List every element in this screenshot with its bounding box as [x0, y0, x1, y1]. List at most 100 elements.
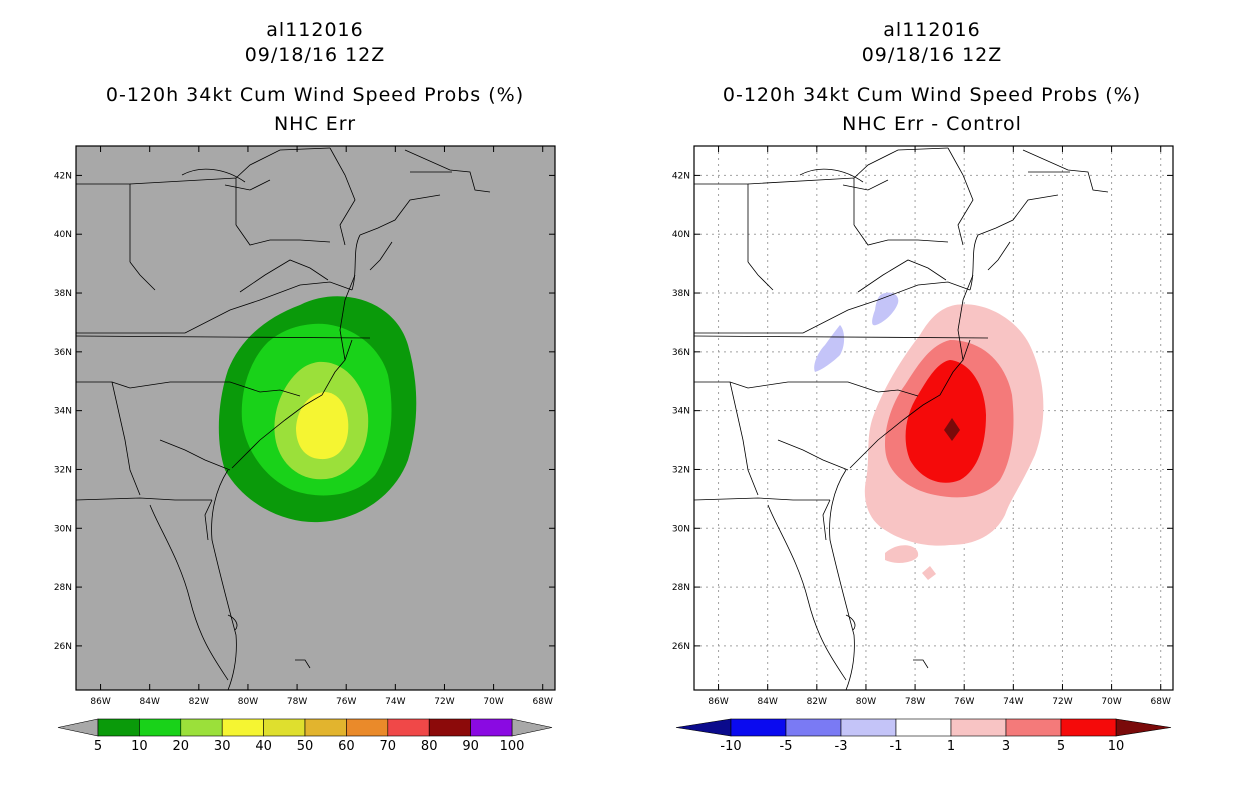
right-cb-swatch [1005, 718, 1062, 737]
right-xtick-label: 68W [1151, 697, 1171, 707]
right-date: 09/18/16 12Z [861, 44, 1003, 66]
right-contour-10 [944, 418, 960, 441]
left-cb-label: 30 [214, 739, 231, 754]
left-cb-label: 90 [462, 739, 479, 754]
left-cb-swatch [139, 718, 182, 737]
right-map-frame [693, 145, 1174, 691]
right-xtick-label: 78W [905, 697, 925, 707]
left-cb-swatch [387, 718, 430, 737]
left-ytick-label: 28N [54, 583, 72, 593]
left-xtick-label: 80W [238, 697, 258, 707]
left-boundaries [76, 147, 491, 690]
right-cb-label: 3 [1002, 739, 1010, 754]
left-xtick-label: 76W [336, 697, 356, 707]
right-ytick-label: 38N [672, 289, 690, 299]
right-ytick-label: 26N [672, 642, 690, 652]
left-xtick-label: 74W [385, 697, 405, 707]
left-cb-arrow-left [57, 718, 99, 737]
left-axes: 86W 84W 82W 80W 78W 76W 74W 72W 70W 68W 42N 40N 38N 3… [54, 146, 555, 707]
left-ytick-label: 26N [54, 642, 72, 652]
left-cb-swatch [180, 718, 223, 737]
left-cb-label: 100 [500, 739, 525, 754]
right-xtick-label: 70W [1101, 697, 1121, 707]
left-xtick-label: 70W [483, 697, 503, 707]
right-cb-label: 10 [1108, 739, 1125, 754]
left-cb-swatch [97, 718, 140, 737]
right-contour-1-fragment-a [885, 545, 919, 563]
right-xtick-label: 74W [1003, 697, 1023, 707]
left-cb-label: 80 [421, 739, 438, 754]
left-xtick-label: 78W [287, 697, 307, 707]
right-cb-label: 1 [947, 739, 955, 754]
right-cb-label: -5 [780, 739, 793, 754]
right-ytick-label: 42N [672, 171, 690, 181]
left-cb-arrow-right [511, 718, 553, 737]
right-subtitle: NHC Err - Control [842, 113, 1022, 135]
left-colorbar: 5 10 20 30 40 50 60 70 80 90 100 [57, 718, 553, 754]
left-cb-swatch [346, 718, 389, 737]
left-ytick-label: 32N [54, 465, 72, 475]
right-cb-swatch [785, 718, 842, 737]
right-cb-arrow-left [675, 718, 732, 737]
right-ytick-label: 30N [672, 524, 690, 534]
right-xtick-label: 76W [954, 697, 974, 707]
right-ytick-label: 32N [672, 465, 690, 475]
left-cb-swatch [304, 718, 347, 737]
right-ytick-label: 34N [672, 407, 690, 417]
right-cb-arrow-right [1115, 718, 1172, 737]
left-xtick-label: 72W [434, 697, 454, 707]
left-cb-label: 70 [380, 739, 397, 754]
left-ytick-label: 34N [54, 407, 72, 417]
right-xtick-label: 80W [856, 697, 876, 707]
left-cb-swatch [428, 718, 471, 737]
left-ytick-label: 42N [54, 171, 72, 181]
right-cb-swatch [950, 718, 1007, 737]
right-ytick-label: 40N [672, 230, 690, 240]
right-storm-id: al112016 [883, 19, 981, 41]
right-cb-swatch [730, 718, 787, 737]
left-cb-label: 20 [173, 739, 190, 754]
right-ytick-label: 36N [672, 348, 690, 358]
right-xtick-label: 72W [1052, 697, 1072, 707]
right-cb-label: -3 [835, 739, 848, 754]
left-storm-id: al112016 [266, 19, 364, 41]
right-ytick-label: 28N [672, 583, 690, 593]
left-subtitle: NHC Err [273, 113, 357, 135]
left-xtick-label: 68W [533, 697, 553, 707]
right-contour-5 [905, 360, 986, 483]
left-title-block: al112016 09/18/16 12Z 0-120h 34kt Cum Wi… [5, 18, 625, 137]
left-contour-30 [296, 392, 349, 460]
right-colorbar: -10 -5 -3 -1 1 3 5 10 [675, 718, 1172, 754]
right-contour-1-fragment-b [922, 566, 936, 580]
right-cb-swatch [895, 718, 952, 737]
left-cb-swatch [263, 718, 306, 737]
right-cb-label: -10 [720, 739, 741, 754]
right-cb-swatch [840, 718, 897, 737]
left-cb-swatch [221, 718, 264, 737]
right-boundaries [694, 147, 1109, 690]
left-ytick-label: 38N [54, 289, 72, 299]
left-cb-label: 50 [297, 739, 314, 754]
left-ytick-label: 30N [54, 524, 72, 534]
right-xtick-label: 86W [708, 697, 728, 707]
left-date: 09/18/16 12Z [244, 44, 386, 66]
right-axes: 86W 84W 82W 80W 78W 76W 74W 72W 70W 68W 42N 40N 38N 3… [672, 146, 1173, 707]
right-product-title: 0-120h 34kt Cum Wind Speed Probs (%) [722, 84, 1142, 106]
left-xtick-label: 86W [90, 697, 110, 707]
left-cb-label: 40 [255, 739, 272, 754]
right-title-block: al112016 09/18/16 12Z 0-120h 34kt Cum Wi… [622, 18, 1236, 137]
left-cb-label: 10 [131, 739, 148, 754]
right-xtick-label: 82W [807, 697, 827, 707]
right-cb-label: -1 [890, 739, 903, 754]
left-cb-label: 5 [94, 739, 102, 754]
left-ytick-label: 36N [54, 348, 72, 358]
left-cb-label: 60 [338, 739, 355, 754]
left-xtick-label: 82W [189, 697, 209, 707]
right-cb-swatch [1060, 718, 1117, 737]
left-map-frame [75, 145, 556, 691]
left-product-title: 0-120h 34kt Cum Wind Speed Probs (%) [105, 84, 525, 106]
left-ytick-label: 40N [54, 230, 72, 240]
right-cb-label: 5 [1057, 739, 1065, 754]
right-xtick-label: 84W [758, 697, 778, 707]
